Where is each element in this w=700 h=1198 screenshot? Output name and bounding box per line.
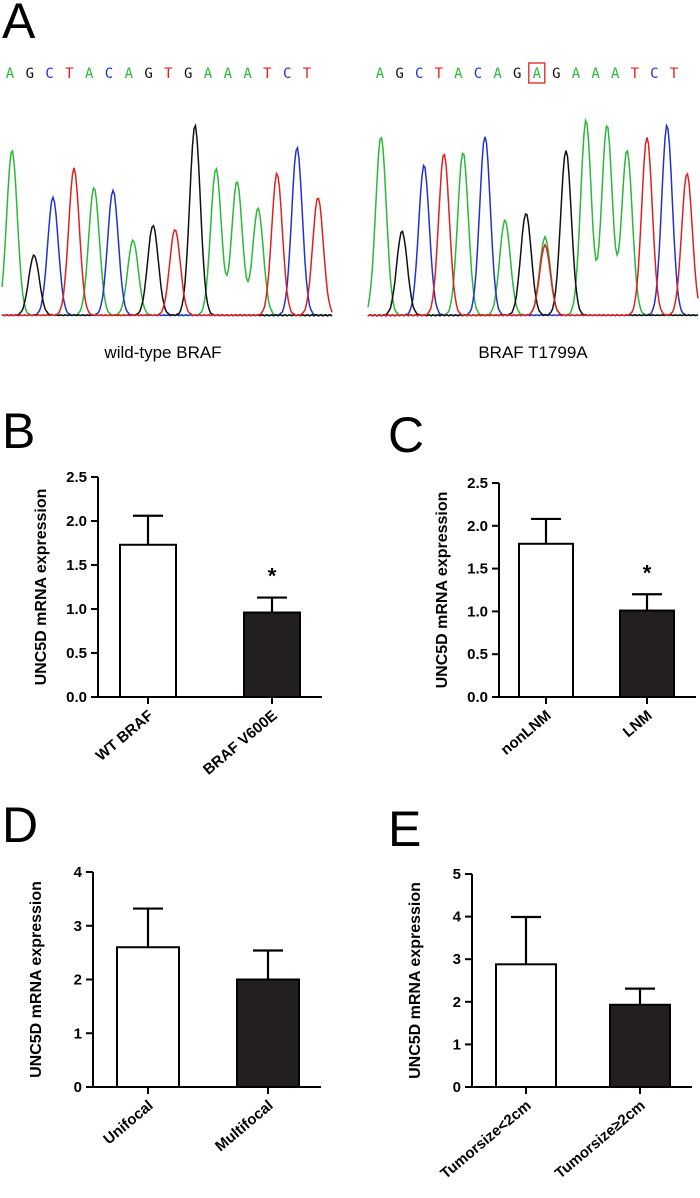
y-axis-label: UNC5D mRNA expression <box>434 492 451 689</box>
y-tick-label: 0.5 <box>66 645 87 662</box>
left-seq-base: A <box>224 66 233 82</box>
left-seq-base: G <box>144 66 152 82</box>
y-tick-label: 2 <box>453 994 461 1011</box>
y-tick-label: 2.0 <box>66 513 87 530</box>
bar-1 <box>243 611 301 699</box>
left-seq-base: G <box>26 66 34 82</box>
category-label-0: WT BRAF <box>93 707 157 764</box>
bar-0 <box>116 946 180 1088</box>
category-label-0: Tumorsize<2cm <box>437 1097 534 1182</box>
category-label-1: BRAF V600E <box>200 707 281 778</box>
y-tick-label: 1.0 <box>467 603 488 620</box>
left-seq-base: A <box>125 66 134 82</box>
trace-T <box>1 167 333 317</box>
caption-wild-type: wild-type BRAF <box>103 343 221 362</box>
right-seq-base: T <box>670 66 679 82</box>
right-seq-base: A <box>454 66 463 82</box>
left-seq-base: T <box>263 66 272 82</box>
y-tick-label: 1 <box>74 1025 82 1042</box>
left-seq-base: C <box>105 66 113 82</box>
y-axis-label: UNC5D mRNA expression <box>33 489 50 686</box>
bar-chart-e: E 0 1 2 3 4 5 UNC5D mRNA expression Tumorsize<2… <box>388 801 692 1182</box>
trace-T <box>367 137 699 317</box>
y-tick-label: 2.5 <box>467 475 488 492</box>
right-seq-base: G <box>395 66 403 82</box>
right-seq-base: A <box>376 66 385 82</box>
y-tick-label: 2.0 <box>467 518 488 535</box>
y-axis-label: UNC5D mRNA expression <box>407 882 424 1079</box>
left-seq-base: C <box>283 66 291 82</box>
bar-chart-c: C 0.0 0.5 1.0 1.5 2.0 2.5 UNC5D mRNA expressio… <box>388 407 696 759</box>
y-tick-label: 3 <box>74 918 82 935</box>
category-label-1: LNM <box>620 707 656 741</box>
bar-0 <box>518 542 574 698</box>
left-seq-base: A <box>6 66 15 82</box>
left-seq-base: A <box>85 66 94 82</box>
trace-C <box>367 122 699 317</box>
left-seq-base: T <box>164 66 173 82</box>
right-seq-base: T <box>435 66 444 82</box>
right-seq-base: A <box>591 66 600 82</box>
left-seq-base: A <box>243 66 252 82</box>
panel-letter-b: B <box>2 403 35 459</box>
y-tick-label: 5 <box>453 866 461 883</box>
right-seq-base: C <box>650 66 658 82</box>
mutation-highlight-box <box>528 62 546 84</box>
y-tick-label: 2.5 <box>66 469 87 486</box>
significance-marker: * <box>643 560 652 585</box>
category-label-0: Unifocal <box>100 1097 156 1148</box>
chromatogram-mutant <box>367 117 699 317</box>
right-seq-base: T <box>631 66 640 82</box>
bar-1 <box>609 1003 671 1088</box>
category-label-1: Multifocal <box>212 1097 277 1155</box>
right-seq-base: A <box>533 66 542 82</box>
left-seq-base: C <box>45 66 53 82</box>
significance-marker: * <box>268 564 277 589</box>
y-tick-label: 0 <box>74 1079 82 1096</box>
y-tick-label: 0.5 <box>467 646 488 663</box>
right-seq-base: A <box>493 66 502 82</box>
y-tick-label: 2 <box>74 972 82 989</box>
panel-letter-e: E <box>388 801 421 857</box>
bar-0 <box>119 543 177 699</box>
y-tick-label: 1 <box>453 1036 461 1053</box>
chromatogram-wild-type <box>1 123 333 317</box>
left-seq-base: G <box>184 66 192 82</box>
y-tick-label: 0.0 <box>467 689 488 706</box>
y-tick-label: 3 <box>453 951 461 968</box>
right-seq-base: G <box>552 66 560 82</box>
right-seq-base: G <box>513 66 521 82</box>
y-tick-label: 4 <box>74 864 83 881</box>
category-label-0: nonLNM <box>498 707 555 759</box>
y-tick-label: 0.0 <box>66 689 87 706</box>
category-label-1: Tumorsize≥2cm <box>552 1097 649 1182</box>
right-seq-base: A <box>611 66 620 82</box>
bar-chart-d: D 0 1 2 3 4 UNC5D mRNA expression Unifocal Mult… <box>2 797 321 1155</box>
bar-1 <box>236 978 300 1088</box>
right-seq-base: A <box>572 66 581 82</box>
bar-chart-b: B 0.0 0.5 1.0 1.5 2.0 2.5 UNC5D mRNA expressio… <box>2 403 322 778</box>
panel-letter-a: A <box>2 0 36 49</box>
left-seq-base: T <box>65 66 74 82</box>
y-tick-label: 1.5 <box>467 561 488 578</box>
trace-G <box>1 123 333 317</box>
caption-mutant: BRAF T1799A <box>478 343 588 362</box>
right-seq-base: C <box>474 66 482 82</box>
panel-letter-c: C <box>388 407 424 463</box>
y-tick-label: 4 <box>453 909 462 926</box>
y-tick-label: 0 <box>453 1079 461 1096</box>
bar-0 <box>495 963 557 1089</box>
y-tick-label: 1.5 <box>66 557 87 574</box>
right-seq-base: C <box>415 66 423 82</box>
panel-letter-d: D <box>2 797 38 853</box>
bar-1 <box>619 609 675 699</box>
y-tick-label: 1.0 <box>66 601 87 618</box>
y-axis-label: UNC5D mRNA expression <box>28 881 45 1078</box>
left-seq-base: A <box>204 66 213 82</box>
left-seq-base: T <box>303 66 312 82</box>
